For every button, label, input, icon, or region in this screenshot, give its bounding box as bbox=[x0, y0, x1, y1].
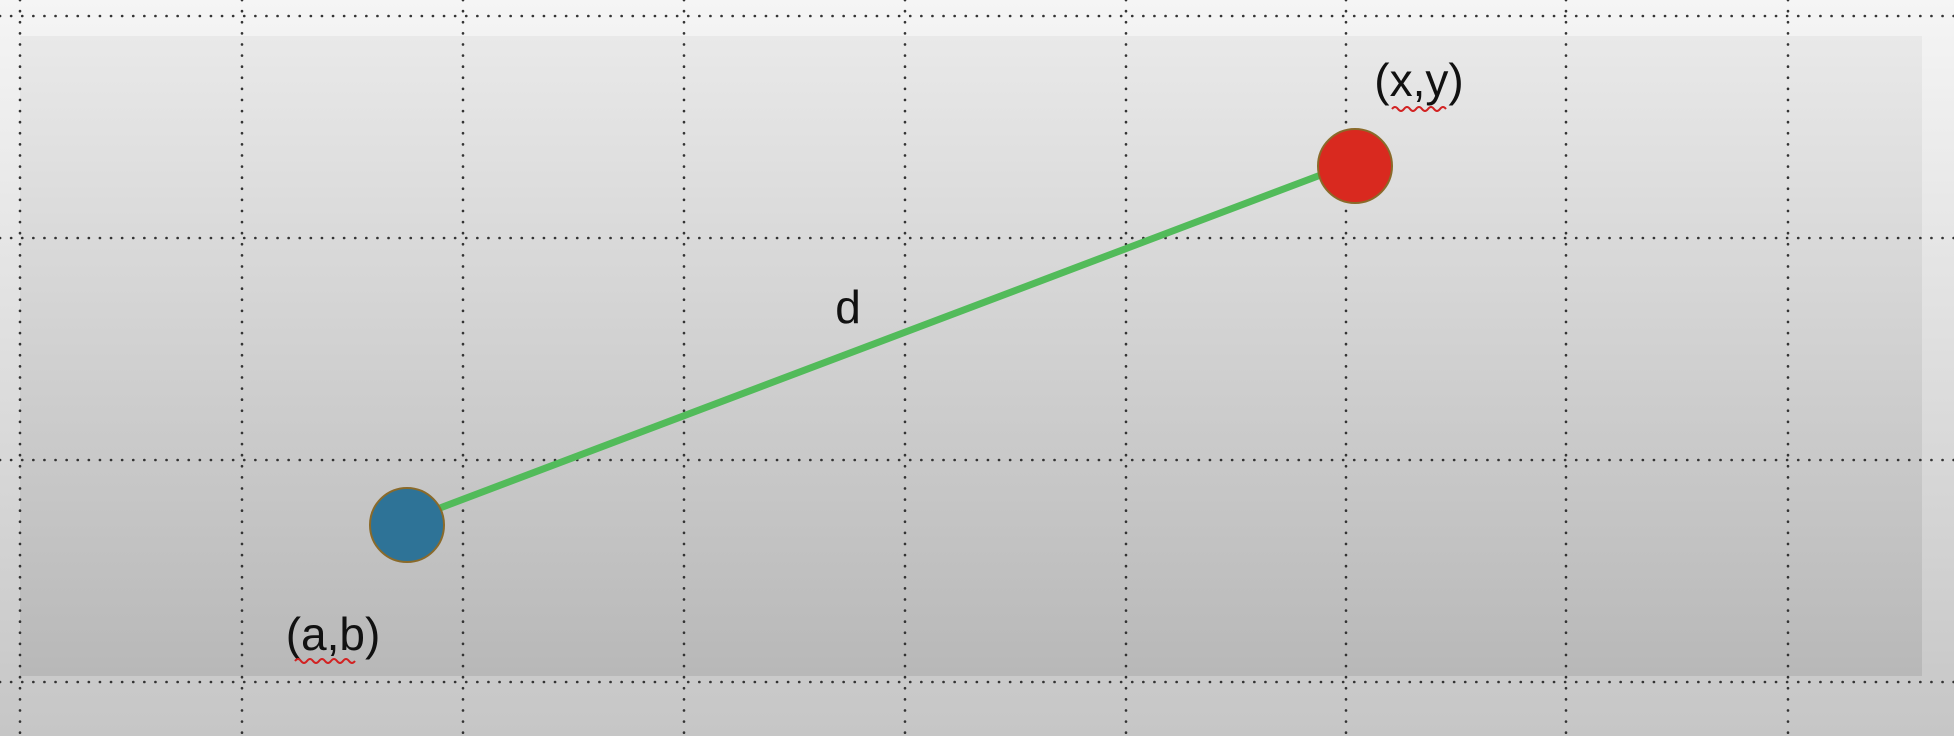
panel-background bbox=[20, 36, 1922, 676]
spellcheck-underline bbox=[294, 658, 356, 664]
end-point-label: (x,y) bbox=[1374, 54, 1463, 106]
spellcheck-underline bbox=[1391, 106, 1447, 112]
distance-segment bbox=[428, 169, 1330, 515]
distance-label: d bbox=[835, 281, 861, 333]
start-point bbox=[369, 487, 445, 563]
end-point bbox=[1317, 128, 1393, 204]
start-point-label: (a,b) bbox=[286, 608, 381, 660]
